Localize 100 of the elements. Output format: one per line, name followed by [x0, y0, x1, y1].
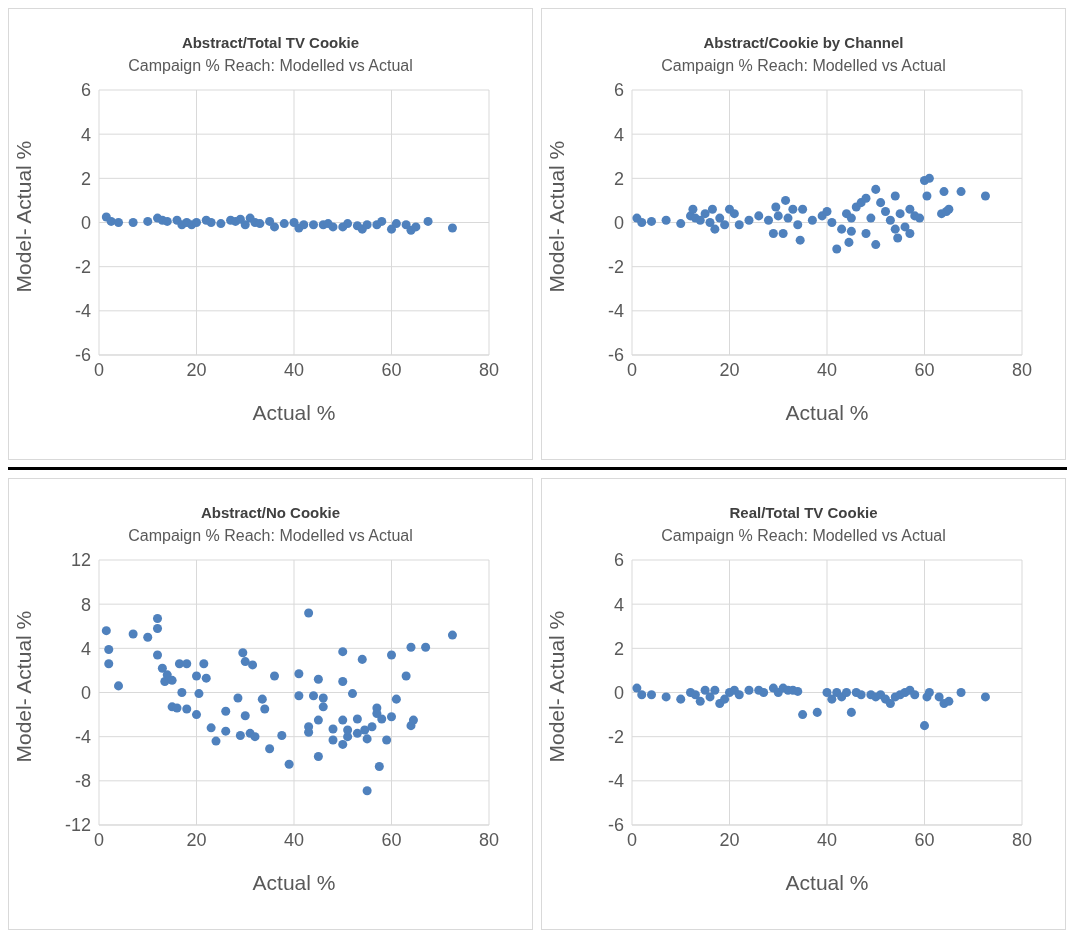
- point: [934, 692, 944, 702]
- x-tick-label: 40: [816, 829, 838, 850]
- point: [695, 696, 705, 706]
- y-tick-label: -2: [607, 257, 624, 278]
- x-tick-label: 60: [381, 359, 402, 380]
- x-tick-label: 20: [186, 829, 207, 850]
- chart-subtitle: Campaign % Reach: Modelled vs Actual: [127, 57, 414, 75]
- point: [343, 219, 353, 229]
- point: [856, 690, 866, 700]
- point: [822, 687, 832, 698]
- y-tick-label: -6: [74, 345, 91, 366]
- y-tick-label: -2: [74, 257, 91, 278]
- point: [113, 217, 124, 228]
- x-tick-label: 80: [478, 359, 500, 380]
- point: [423, 216, 433, 226]
- point: [411, 222, 421, 232]
- y-axis-title: Model- Actual %: [12, 610, 36, 763]
- point: [299, 220, 309, 230]
- point: [661, 692, 671, 702]
- chart-subtitle: Campaign % Reach: Modelled vs Actual: [660, 57, 947, 75]
- point: [798, 710, 808, 720]
- point: [269, 222, 280, 232]
- point: [632, 683, 642, 693]
- chart-title: Abstract/Total TV Cookie: [180, 34, 361, 51]
- point: [279, 219, 289, 229]
- y-tick-label: -2: [607, 727, 624, 748]
- y-tick-label: 2: [80, 168, 91, 189]
- x-axis-title: Actual %: [252, 401, 336, 424]
- point: [637, 690, 647, 700]
- y-axis-title: Model- Actual %: [12, 140, 36, 293]
- point: [235, 214, 245, 224]
- x-tick-label: 20: [719, 829, 740, 850]
- x-tick-label: 80: [1011, 829, 1033, 850]
- x-axis-title: Actual %: [785, 871, 869, 894]
- y-tick-label: -12: [64, 815, 91, 836]
- x-axis-title: Actual %: [252, 871, 336, 894]
- point: [841, 687, 852, 698]
- chart-subtitle: Campaign % Reach: Modelled vs Actual: [127, 527, 414, 545]
- point: [362, 220, 372, 230]
- point: [924, 687, 934, 698]
- y-tick-label: 6: [613, 550, 624, 571]
- point: [328, 222, 338, 232]
- point: [676, 694, 686, 704]
- x-axis-title: Actual %: [785, 401, 869, 424]
- y-axis-title: Model- Actual %: [545, 140, 569, 293]
- point: [240, 220, 250, 230]
- point: [910, 690, 920, 700]
- point: [812, 707, 822, 717]
- x-tick-label: 60: [914, 359, 935, 380]
- y-tick-label: 0: [80, 682, 91, 703]
- x-tick-label: 0: [93, 829, 105, 850]
- y-tick-label: 0: [613, 682, 624, 703]
- x-tick-label: 80: [1011, 359, 1033, 380]
- y-tick-label: -4: [74, 727, 91, 748]
- point: [308, 220, 319, 230]
- point: [128, 217, 138, 228]
- y-tick-label: -4: [74, 301, 91, 322]
- y-tick-label: 6: [613, 80, 624, 101]
- x-tick-label: 40: [283, 829, 305, 850]
- point: [710, 685, 720, 695]
- point: [919, 721, 930, 731]
- point: [646, 690, 657, 700]
- x-tick-label: 40: [283, 359, 305, 380]
- point: [705, 692, 715, 702]
- point: [690, 690, 700, 700]
- y-tick-label: 2: [613, 638, 624, 659]
- point: [216, 219, 226, 229]
- y-tick-label: 4: [80, 124, 91, 145]
- point: [827, 694, 837, 704]
- chart-title: Abstract/No Cookie: [199, 504, 342, 521]
- x-tick-label: 40: [816, 359, 838, 380]
- point: [846, 707, 856, 717]
- point: [734, 690, 744, 700]
- x-tick-label: 20: [186, 359, 207, 380]
- point: [980, 692, 990, 702]
- y-tick-label: 6: [80, 80, 91, 101]
- point: [700, 685, 710, 695]
- point: [255, 219, 265, 229]
- point: [793, 686, 803, 696]
- y-tick-label: 4: [80, 638, 91, 659]
- point: [720, 694, 730, 704]
- point: [377, 216, 387, 226]
- x-tick-label: 0: [626, 359, 638, 380]
- point: [744, 685, 754, 695]
- chart-subtitle: Campaign % Reach: Modelled vs Actual: [660, 527, 947, 545]
- y-tick-label: -4: [607, 771, 624, 792]
- x-tick-label: 0: [626, 829, 638, 850]
- point: [885, 699, 895, 709]
- chart-title: Real/Total TV Cookie: [728, 504, 879, 521]
- point: [759, 687, 769, 698]
- y-axis-title: Model- Actual %: [545, 610, 569, 763]
- point: [162, 216, 172, 226]
- y-tick-label: -8: [74, 771, 91, 792]
- y-tick-label: -4: [607, 301, 624, 322]
- point: [265, 216, 275, 226]
- x-tick-label: 60: [914, 829, 935, 850]
- point: [944, 696, 954, 706]
- y-tick-label: 4: [613, 594, 624, 615]
- y-tick-label: 0: [613, 212, 624, 233]
- point: [206, 217, 216, 228]
